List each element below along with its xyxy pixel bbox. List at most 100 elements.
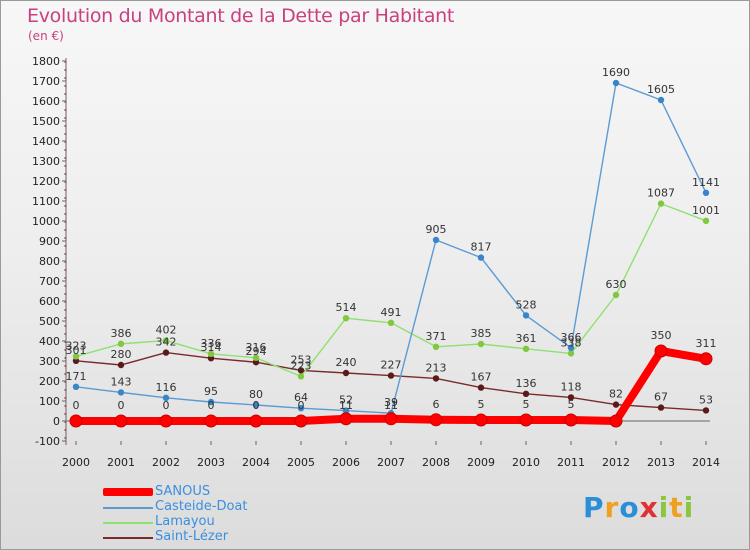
data-point xyxy=(387,319,395,326)
y-tick-label: 1100 xyxy=(32,195,60,208)
legend-label-saint-lezer: Saint-Lézer xyxy=(155,529,229,544)
data-label: 1141 xyxy=(692,176,720,189)
data-point xyxy=(612,401,620,408)
data-point xyxy=(657,200,665,207)
data-label: 0 xyxy=(163,399,170,412)
x-tick-label: 2007 xyxy=(377,456,405,469)
data-point xyxy=(297,405,305,412)
data-point xyxy=(522,390,530,397)
data-point xyxy=(72,383,80,390)
data-label: 1087 xyxy=(647,187,675,200)
x-tick-label: 2010 xyxy=(512,456,540,469)
y-tick-label: 800 xyxy=(39,255,60,268)
data-label: 630 xyxy=(606,278,627,291)
data-point xyxy=(72,353,80,360)
y-tick-label: 700 xyxy=(39,275,60,288)
data-label: 118 xyxy=(561,380,582,393)
x-tick-label: 2002 xyxy=(152,456,180,469)
data-label: 64 xyxy=(294,391,308,404)
data-label: 39 xyxy=(384,396,398,409)
data-label: 350 xyxy=(651,329,672,342)
x-tick-label: 2013 xyxy=(647,456,675,469)
data-point xyxy=(702,407,710,414)
legend-label-lamayou: Lamayou xyxy=(155,514,215,529)
data-point xyxy=(432,375,440,382)
data-label: 6 xyxy=(433,398,440,411)
y-tick-label: 1800 xyxy=(32,55,60,68)
data-point xyxy=(477,340,485,348)
x-tick-label: 2014 xyxy=(692,456,720,469)
data-point xyxy=(567,394,575,401)
data-point xyxy=(162,394,170,401)
data-point xyxy=(339,412,353,426)
data-point xyxy=(117,389,125,396)
data-label: 385 xyxy=(471,327,492,340)
legend-swatch-sanous xyxy=(103,488,153,496)
data-label: 52 xyxy=(339,394,353,407)
data-point xyxy=(207,350,215,357)
y-tick-label: 1600 xyxy=(32,95,60,108)
data-label: 366 xyxy=(561,331,582,344)
x-tick-label: 2009 xyxy=(467,456,495,469)
data-point xyxy=(612,79,620,87)
data-point xyxy=(429,413,443,427)
data-label: 143 xyxy=(111,375,132,388)
data-point xyxy=(432,343,440,350)
legend-label-casteide-doat: Casteide-Doat xyxy=(155,499,248,514)
data-label: 528 xyxy=(516,298,537,311)
data-label: 67 xyxy=(654,391,668,404)
data-point xyxy=(432,236,440,244)
y-tick-label: 500 xyxy=(39,315,60,328)
data-label: 514 xyxy=(336,301,357,314)
chart-title: Evolution du Montant de la Dette par Hab… xyxy=(27,5,455,27)
data-point xyxy=(699,352,713,366)
data-point xyxy=(612,291,620,299)
data-label: 361 xyxy=(516,332,537,345)
logo-letter: x xyxy=(639,491,659,524)
data-label: 294 xyxy=(246,345,267,358)
x-tick-label: 2008 xyxy=(422,456,450,469)
data-point xyxy=(387,372,395,379)
data-point xyxy=(69,414,83,428)
x-tick-label: 2011 xyxy=(557,456,585,469)
data-label: 11 xyxy=(339,399,353,412)
data-point xyxy=(249,414,263,428)
data-point xyxy=(477,384,485,391)
data-label: 171 xyxy=(66,370,87,383)
data-label: 386 xyxy=(111,327,132,340)
data-label: 314 xyxy=(201,341,222,354)
data-label: 323 xyxy=(66,339,87,352)
y-tick-label: 300 xyxy=(39,355,60,368)
x-tick-label: 2001 xyxy=(107,456,135,469)
data-label: 167 xyxy=(471,371,492,384)
data-point xyxy=(342,369,350,377)
data-label: 1605 xyxy=(647,83,675,96)
data-point xyxy=(114,414,128,428)
data-label: 0 xyxy=(298,399,305,412)
data-point xyxy=(519,413,533,427)
data-point xyxy=(522,345,530,352)
data-label: 338 xyxy=(561,336,582,349)
y-tick-label: 100 xyxy=(39,395,60,408)
logo-letter: t xyxy=(669,491,684,524)
logo-letter: r xyxy=(604,491,620,524)
data-point xyxy=(564,413,578,427)
chart-unit-label: (en €) xyxy=(28,29,64,43)
y-tick-label: 1400 xyxy=(32,135,60,148)
y-tick-label: 1700 xyxy=(32,75,60,88)
data-label: 240 xyxy=(336,356,357,369)
data-point xyxy=(477,254,485,261)
data-point xyxy=(654,344,668,358)
data-label: 817 xyxy=(471,241,492,254)
data-label: 402 xyxy=(156,324,177,337)
data-label: 905 xyxy=(426,223,447,236)
data-point xyxy=(384,412,398,426)
data-point xyxy=(207,355,215,362)
data-point xyxy=(657,404,665,411)
data-label: 82 xyxy=(609,388,623,401)
y-tick-label: 200 xyxy=(39,375,60,388)
logo-letter: i xyxy=(658,491,670,524)
data-point xyxy=(702,189,710,196)
data-label: 311 xyxy=(696,337,717,350)
